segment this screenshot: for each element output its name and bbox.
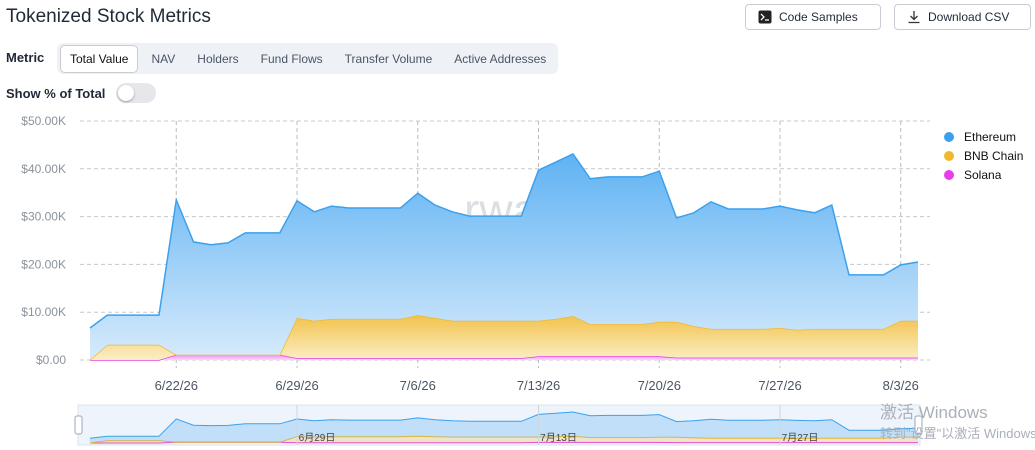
terminal-icon: [758, 10, 772, 24]
x-tick-label: 6/29/26: [275, 378, 318, 393]
download-icon: [908, 11, 920, 24]
x-tick-label: 7/6/26: [400, 378, 436, 393]
windows-activation: 激活 Windows 转到"设置"以激活 Windows: [880, 402, 1035, 444]
navigator-handle[interactable]: [74, 415, 83, 435]
metric-tabs: Total Value NAV Holders Fund Flows Transfer …: [57, 43, 559, 74]
legend-label: Ethereum: [964, 130, 1016, 144]
metric-tab[interactable]: Holders: [197, 51, 239, 66]
legend-label: BNB Chain: [964, 149, 1023, 163]
series-line: [89, 153, 919, 329]
download-csv-button[interactable]: Download CSV: [894, 4, 1031, 30]
navigator-label: 7月27日: [782, 432, 819, 444]
x-tick-label: 7/13/26: [517, 378, 560, 393]
button-label: Download CSV: [928, 10, 1010, 24]
navigator-label: 7月13日: [540, 432, 577, 444]
navigator-handle[interactable]: [914, 415, 923, 435]
series-area: [90, 315, 918, 360]
x-tick-label: 7/27/26: [758, 378, 801, 393]
toggle-knob: [118, 85, 134, 101]
code-samples-button[interactable]: Code Samples: [745, 4, 881, 30]
activation-title: 激活 Windows: [880, 403, 988, 422]
navigator-label: 6月29日: [299, 432, 336, 444]
toggle-label: Show % of Total: [6, 86, 106, 101]
legend-swatch: [944, 170, 954, 180]
metric-tab[interactable]: Transfer Volume: [344, 51, 433, 66]
legend-swatch: [944, 132, 954, 142]
y-tick-label: $40.00K: [21, 162, 66, 176]
x-tick-label: 7/20/26: [638, 378, 681, 393]
activation-hint: 转到"设置"以激活 Windows: [880, 426, 1035, 441]
button-label: Code Samples: [779, 10, 858, 24]
metric-tab[interactable]: Fund Flows: [260, 51, 323, 66]
y-tick-label: $20.00K: [21, 257, 66, 271]
metric-tab[interactable]: NAV: [151, 51, 176, 66]
y-tick-label: $50.00K: [21, 114, 66, 128]
x-tick-label: 6/22/26: [155, 378, 198, 393]
metric-label: Metric: [6, 50, 45, 65]
metric-tab[interactable]: Total Value: [60, 44, 139, 73]
legend-label: Solana: [964, 168, 1002, 182]
series-area: [90, 154, 918, 360]
y-tick-label: $30.00K: [21, 210, 66, 224]
x-tick-label: 8/3/26: [883, 378, 919, 393]
y-tick-label: $0.00: [36, 353, 66, 367]
percent-toggle[interactable]: [116, 83, 156, 103]
y-tick-label: $10.00K: [21, 305, 66, 319]
metric-tab[interactable]: Active Addresses: [454, 51, 547, 66]
page-title: Tokenized Stock Metrics: [6, 6, 211, 27]
legend-swatch: [944, 151, 954, 161]
